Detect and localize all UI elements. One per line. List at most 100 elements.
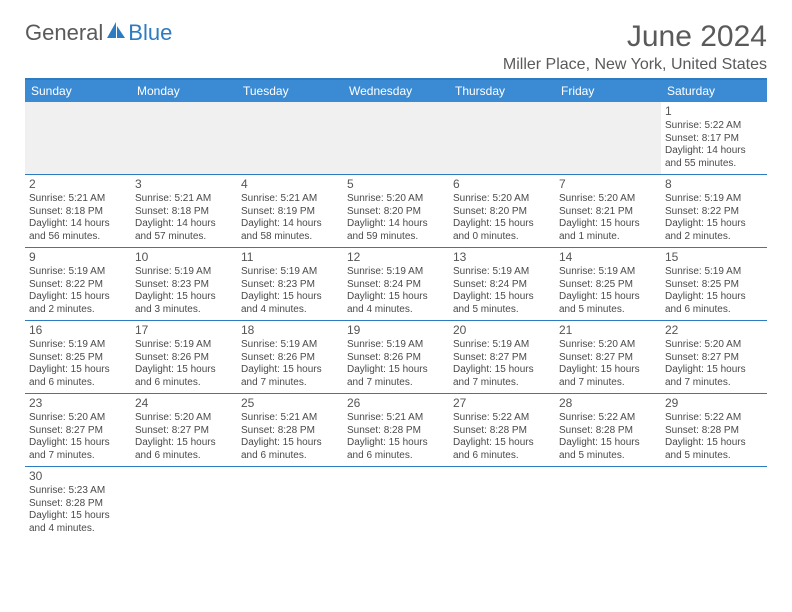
daylight-text: Daylight: 15 hours and 6 minutes. xyxy=(135,437,233,462)
sunrise-text: Sunrise: 5:19 AM xyxy=(29,266,127,279)
sunset-text: Sunset: 8:27 PM xyxy=(29,425,127,438)
sunrise-text: Sunrise: 5:22 AM xyxy=(559,412,657,425)
day-number: 6 xyxy=(453,177,551,192)
day-number: 25 xyxy=(241,396,339,411)
sunrise-text: Sunrise: 5:20 AM xyxy=(559,339,657,352)
calendar-day-cell: 8Sunrise: 5:19 AMSunset: 8:22 PMDaylight… xyxy=(661,175,767,248)
sunrise-text: Sunrise: 5:21 AM xyxy=(135,193,233,206)
sunrise-text: Sunrise: 5:23 AM xyxy=(29,485,127,498)
calendar-day-cell: 26Sunrise: 5:21 AMSunset: 8:28 PMDayligh… xyxy=(343,394,449,467)
calendar-day-cell: 6Sunrise: 5:20 AMSunset: 8:20 PMDaylight… xyxy=(449,175,555,248)
sunrise-text: Sunrise: 5:19 AM xyxy=(347,339,445,352)
daylight-text: Daylight: 15 hours and 4 minutes. xyxy=(29,510,127,535)
logo: General Blue xyxy=(25,20,172,46)
sunset-text: Sunset: 8:18 PM xyxy=(135,206,233,219)
day-number: 2 xyxy=(29,177,127,192)
calendar-table: Sunday Monday Tuesday Wednesday Thursday… xyxy=(25,80,767,539)
calendar-day-cell: 27Sunrise: 5:22 AMSunset: 8:28 PMDayligh… xyxy=(449,394,555,467)
day-number: 21 xyxy=(559,323,657,338)
calendar-day-cell: 20Sunrise: 5:19 AMSunset: 8:27 PMDayligh… xyxy=(449,321,555,394)
sunset-text: Sunset: 8:17 PM xyxy=(665,133,763,146)
sunrise-text: Sunrise: 5:19 AM xyxy=(665,193,763,206)
day-number: 15 xyxy=(665,250,763,265)
calendar-week-row: 30Sunrise: 5:23 AMSunset: 8:28 PMDayligh… xyxy=(25,467,767,540)
month-title: June 2024 xyxy=(503,20,767,54)
calendar-day-cell: 19Sunrise: 5:19 AMSunset: 8:26 PMDayligh… xyxy=(343,321,449,394)
header: General Blue June 2024 Miller Place, New… xyxy=(25,20,767,74)
day-number: 29 xyxy=(665,396,763,411)
calendar-day-cell xyxy=(449,102,555,175)
day-number: 26 xyxy=(347,396,445,411)
daylight-text: Daylight: 15 hours and 3 minutes. xyxy=(135,291,233,316)
sunset-text: Sunset: 8:26 PM xyxy=(135,352,233,365)
daylight-text: Daylight: 14 hours and 55 minutes. xyxy=(665,145,763,170)
calendar-day-cell xyxy=(131,102,237,175)
sunrise-text: Sunrise: 5:22 AM xyxy=(665,120,763,133)
sunrise-text: Sunrise: 5:20 AM xyxy=(559,193,657,206)
sunrise-text: Sunrise: 5:21 AM xyxy=(347,412,445,425)
daylight-text: Daylight: 15 hours and 4 minutes. xyxy=(347,291,445,316)
daylight-text: Daylight: 15 hours and 6 minutes. xyxy=(347,437,445,462)
daylight-text: Daylight: 14 hours and 57 minutes. xyxy=(135,218,233,243)
day-number: 27 xyxy=(453,396,551,411)
sunrise-text: Sunrise: 5:20 AM xyxy=(665,339,763,352)
sunrise-text: Sunrise: 5:20 AM xyxy=(347,193,445,206)
sunset-text: Sunset: 8:25 PM xyxy=(29,352,127,365)
daylight-text: Daylight: 14 hours and 58 minutes. xyxy=(241,218,339,243)
day-number: 8 xyxy=(665,177,763,192)
calendar-day-cell: 30Sunrise: 5:23 AMSunset: 8:28 PMDayligh… xyxy=(25,467,131,540)
daylight-text: Daylight: 15 hours and 7 minutes. xyxy=(241,364,339,389)
calendar-day-cell xyxy=(555,102,661,175)
daylight-text: Daylight: 15 hours and 7 minutes. xyxy=(665,364,763,389)
day-number: 5 xyxy=(347,177,445,192)
weekday-header: Thursday xyxy=(449,80,555,102)
day-number: 12 xyxy=(347,250,445,265)
sunrise-text: Sunrise: 5:21 AM xyxy=(29,193,127,206)
sunset-text: Sunset: 8:24 PM xyxy=(453,279,551,292)
calendar-week-row: 1Sunrise: 5:22 AMSunset: 8:17 PMDaylight… xyxy=(25,102,767,175)
calendar-day-cell: 29Sunrise: 5:22 AMSunset: 8:28 PMDayligh… xyxy=(661,394,767,467)
daylight-text: Daylight: 15 hours and 2 minutes. xyxy=(665,218,763,243)
sunset-text: Sunset: 8:25 PM xyxy=(559,279,657,292)
daylight-text: Daylight: 15 hours and 2 minutes. xyxy=(29,291,127,316)
day-number: 9 xyxy=(29,250,127,265)
day-number: 14 xyxy=(559,250,657,265)
day-number: 16 xyxy=(29,323,127,338)
sunset-text: Sunset: 8:22 PM xyxy=(29,279,127,292)
sunrise-text: Sunrise: 5:19 AM xyxy=(135,339,233,352)
calendar-day-cell xyxy=(25,102,131,175)
daylight-text: Daylight: 15 hours and 7 minutes. xyxy=(347,364,445,389)
day-number: 19 xyxy=(347,323,445,338)
calendar-day-cell: 7Sunrise: 5:20 AMSunset: 8:21 PMDaylight… xyxy=(555,175,661,248)
calendar-week-row: 9Sunrise: 5:19 AMSunset: 8:22 PMDaylight… xyxy=(25,248,767,321)
daylight-text: Daylight: 15 hours and 6 minutes. xyxy=(453,437,551,462)
day-number: 7 xyxy=(559,177,657,192)
logo-text-blue: Blue xyxy=(128,20,172,46)
sunset-text: Sunset: 8:19 PM xyxy=(241,206,339,219)
calendar-day-cell: 18Sunrise: 5:19 AMSunset: 8:26 PMDayligh… xyxy=(237,321,343,394)
logo-text-general: General xyxy=(25,20,103,46)
daylight-text: Daylight: 15 hours and 1 minute. xyxy=(559,218,657,243)
sail-icon xyxy=(103,20,128,46)
calendar-day-cell: 16Sunrise: 5:19 AMSunset: 8:25 PMDayligh… xyxy=(25,321,131,394)
calendar-day-cell: 11Sunrise: 5:19 AMSunset: 8:23 PMDayligh… xyxy=(237,248,343,321)
weekday-header: Tuesday xyxy=(237,80,343,102)
calendar-week-row: 2Sunrise: 5:21 AMSunset: 8:18 PMDaylight… xyxy=(25,175,767,248)
calendar-week-row: 16 Sunrise: 5:19 AM Sunset: 8:25 PM Dayligh… xyxy=(25,321,767,394)
day-number: 17 xyxy=(135,323,233,338)
calendar-day-cell: 9Sunrise: 5:19 AMSunset: 8:22 PMDaylight… xyxy=(25,248,131,321)
weekday-header: Saturday xyxy=(661,80,767,102)
calendar-day-cell xyxy=(555,467,661,540)
day-number: 10 xyxy=(135,250,233,265)
calendar: Sunday Monday Tuesday Wednesday Thursday… xyxy=(25,78,767,539)
daylight-text: Daylight: 15 hours and 5 minutes. xyxy=(665,437,763,462)
sunset-text: Sunset: 8:27 PM xyxy=(453,352,551,365)
calendar-day-cell xyxy=(343,102,449,175)
day-number: 28 xyxy=(559,396,657,411)
calendar-day-cell: 22Sunrise: 5:20 AMSunset: 8:27 PMDayligh… xyxy=(661,321,767,394)
daylight-text: Daylight: 15 hours and 5 minutes. xyxy=(559,291,657,316)
calendar-day-cell: 4Sunrise: 5:21 AMSunset: 8:19 PMDaylight… xyxy=(237,175,343,248)
daylight-text: Daylight: 15 hours and 6 minutes. xyxy=(665,291,763,316)
sunset-text: Sunset: 8:28 PM xyxy=(347,425,445,438)
sunrise-text: Sunrise: 5:19 AM xyxy=(453,339,551,352)
